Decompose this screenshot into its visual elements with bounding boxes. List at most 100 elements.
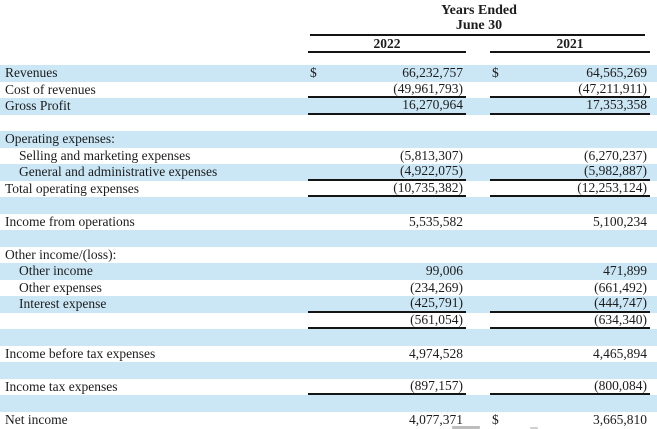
right-padding xyxy=(650,197,657,214)
row-label: Net income xyxy=(5,411,68,427)
column-gap xyxy=(466,329,490,346)
value-2021-cell xyxy=(490,395,650,412)
cell-value: 3,665,810 xyxy=(593,411,647,427)
column-gap xyxy=(466,263,490,280)
table-row: Revenues $66,232,757 $64,565,269 xyxy=(0,65,657,82)
row-label: Cost of revenues xyxy=(5,81,96,97)
table-row: Other income 99,006 471,899 xyxy=(0,263,657,280)
value-2021-cell: $3,665,810 xyxy=(490,412,650,429)
column-gap xyxy=(466,197,490,214)
value-2021-cell xyxy=(490,362,650,379)
row-label xyxy=(0,395,308,412)
column-gap xyxy=(466,379,490,396)
cell-value: (444,747) xyxy=(594,295,647,311)
column-gap xyxy=(466,164,490,181)
row-label xyxy=(0,197,308,214)
value-2021-cell: 5,100,234 xyxy=(490,214,650,231)
right-padding xyxy=(650,379,657,396)
row-label: Operating expenses: xyxy=(5,131,115,147)
table-row: Gross Profit 16,270,964 17,353,358 xyxy=(0,97,657,115)
value-2021-cell: (47,211,911) xyxy=(490,80,650,98)
right-padding xyxy=(650,395,657,412)
value-2022-cell xyxy=(308,247,466,264)
value-2021-cell: 17,353,358 xyxy=(490,97,650,115)
row-label: Income from operations xyxy=(5,213,135,229)
value-2022-cell: (5,813,307) xyxy=(308,148,466,165)
cell-value: (4,922,075) xyxy=(400,163,463,179)
table-row xyxy=(0,230,657,247)
value-2021-cell: $64,565,269 xyxy=(490,65,650,82)
table-row xyxy=(0,329,657,346)
header-rule xyxy=(310,34,645,36)
table-row: Other expenses (234,269) (661,492) xyxy=(0,279,657,297)
row-label xyxy=(0,230,308,247)
dollar-sign: $ xyxy=(492,411,499,427)
column-gap xyxy=(466,313,490,330)
column-gap xyxy=(466,36,490,53)
table-row: Operating expenses: xyxy=(0,131,657,148)
column-gap xyxy=(466,362,490,379)
value-2021-cell: 4,465,894 xyxy=(490,346,650,363)
right-padding xyxy=(650,164,657,181)
right-padding xyxy=(650,313,657,330)
value-2022-cell: (49,961,793) xyxy=(308,80,466,98)
column-gap xyxy=(466,230,490,247)
row-label: Other expenses xyxy=(19,279,102,295)
cell-value: (5,982,887) xyxy=(584,163,647,179)
column-gap xyxy=(466,181,490,198)
table-body: Revenues $66,232,757 $64,565,269 Cost of re… xyxy=(0,65,657,428)
right-padding xyxy=(650,230,657,247)
value-2021-cell xyxy=(490,131,650,148)
value-2022-cell: 99,006 xyxy=(308,263,466,280)
right-padding xyxy=(650,148,657,165)
table-row: Cost of revenues (49,961,793) (47,211,911) xyxy=(0,80,657,98)
header-body-gap xyxy=(0,53,657,65)
value-2022-cell: (234,269) xyxy=(308,280,466,297)
row-label xyxy=(0,313,308,330)
right-padding xyxy=(650,131,657,148)
value-2022-cell: (425,791) xyxy=(308,295,466,313)
right-padding xyxy=(650,115,657,132)
value-2021-cell: (12,253,124) xyxy=(490,180,650,197)
cutoff-underline-fragment xyxy=(530,427,538,429)
value-2021-cell: (444,747) xyxy=(490,295,650,313)
cell-value: (425,791) xyxy=(410,295,463,311)
table-row: Net income 4,077,371 $3,665,810 xyxy=(0,411,657,429)
cell-value: (661,492) xyxy=(594,279,647,295)
value-2022-cell xyxy=(308,197,466,214)
column-gap xyxy=(466,148,490,165)
cell-value: 5,535,582 xyxy=(409,213,463,229)
value-2022-cell xyxy=(308,362,466,379)
right-padding xyxy=(650,214,657,231)
table-row: Income from operations 5,535,582 5,100,234 xyxy=(0,213,657,231)
cell-value: (47,211,911) xyxy=(578,80,647,96)
value-2021-cell: (661,492) xyxy=(490,280,650,297)
header-years-ended: Years Ended xyxy=(441,3,517,18)
row-label xyxy=(0,329,308,346)
dollar-sign: $ xyxy=(492,65,499,81)
column-gap xyxy=(466,115,490,132)
value-2021-cell xyxy=(490,329,650,346)
row-label: Income tax expenses xyxy=(5,378,118,394)
cell-value: (561,054) xyxy=(410,311,463,327)
cell-value: 4,077,371 xyxy=(409,411,463,427)
row-label: Total operating expenses xyxy=(5,180,140,196)
column-gap xyxy=(466,280,490,297)
value-2022-cell: 4,077,371 xyxy=(308,412,466,429)
table-row xyxy=(0,197,657,214)
right-padding xyxy=(650,412,657,429)
value-2022-cell: (10,735,382) xyxy=(308,180,466,197)
cell-value: (49,961,793) xyxy=(393,80,463,96)
value-2021-cell: (5,982,887) xyxy=(490,163,650,181)
right-padding xyxy=(650,263,657,280)
cell-value: 66,232,757 xyxy=(402,65,463,81)
cell-value: 64,565,269 xyxy=(586,65,647,81)
value-2022-cell xyxy=(308,329,466,346)
right-padding xyxy=(650,280,657,297)
row-label: General and administrative expenses xyxy=(19,164,218,180)
value-2022-cell: (4,922,075) xyxy=(308,163,466,181)
table-row: Income tax expenses (897,157) (800,084) xyxy=(0,378,657,396)
value-2022-cell: (897,157) xyxy=(308,378,466,395)
row-label: Other income/(loss): xyxy=(5,246,117,262)
value-2022-cell: 5,535,582 xyxy=(308,214,466,231)
